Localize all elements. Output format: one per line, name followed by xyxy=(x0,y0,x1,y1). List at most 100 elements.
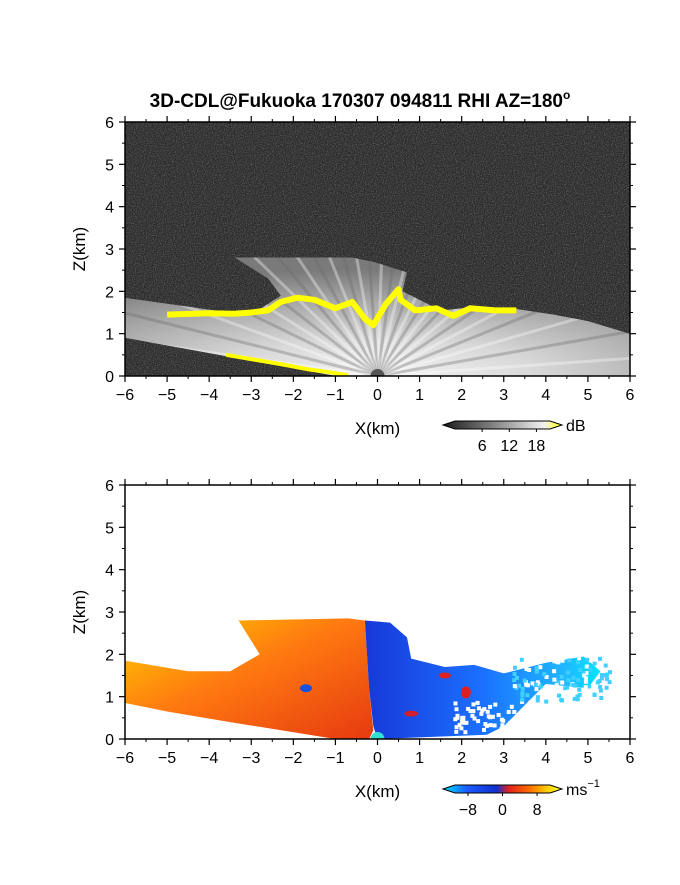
speckle xyxy=(567,691,571,695)
speckle xyxy=(538,665,542,669)
speckle xyxy=(526,707,530,711)
colorbar-tick-label: 0 xyxy=(498,802,507,819)
y-tick-label: 6 xyxy=(105,478,114,495)
speckle xyxy=(596,680,600,684)
x-tick-label: 5 xyxy=(583,750,592,767)
positive-patch xyxy=(461,686,471,698)
speckle xyxy=(542,690,546,694)
speckle xyxy=(585,665,589,669)
speckle xyxy=(546,655,550,659)
speckle xyxy=(563,686,567,690)
x-tick-label: 5 xyxy=(583,387,592,404)
colorbar-tick-label: 8 xyxy=(533,802,542,819)
speckle xyxy=(598,685,602,689)
speckle xyxy=(476,719,480,723)
speckle xyxy=(560,675,564,679)
x-tick-label: −5 xyxy=(158,387,176,404)
speckle xyxy=(569,695,573,699)
speckle xyxy=(584,685,588,689)
speckle xyxy=(521,691,525,695)
x-tick-label: 6 xyxy=(626,387,635,404)
speckle xyxy=(560,681,564,685)
colorbar: −8 0 8 ms−1 xyxy=(443,778,600,819)
speckle xyxy=(487,714,491,718)
speckle xyxy=(512,723,516,727)
speckle xyxy=(534,683,538,687)
speckle xyxy=(471,709,475,713)
speckle xyxy=(483,722,487,726)
x-tick-label: 3 xyxy=(499,387,508,404)
speckle xyxy=(523,679,527,683)
y-tick-label: 3 xyxy=(105,242,114,259)
x-tick-label: 1 xyxy=(415,750,424,767)
colorbar-bar xyxy=(443,785,562,793)
speckle xyxy=(517,684,521,688)
y-tick-label: 3 xyxy=(105,605,114,622)
speckle xyxy=(566,671,570,675)
speckle xyxy=(528,658,532,662)
x-tick-label: 2 xyxy=(457,750,466,767)
colorbar-tick-label: −8 xyxy=(459,802,477,819)
speckle xyxy=(517,728,521,732)
x-tick-label: −3 xyxy=(242,387,260,404)
speckle xyxy=(589,668,593,672)
speckle xyxy=(454,702,458,706)
speckle xyxy=(528,701,532,705)
speckle xyxy=(599,689,603,693)
y-tick-label: 5 xyxy=(105,520,114,537)
x-tick-label: −1 xyxy=(326,387,344,404)
speckle xyxy=(572,676,576,680)
x-tick-label: −4 xyxy=(200,387,218,404)
speckle xyxy=(525,693,529,697)
speckle xyxy=(573,697,577,701)
speckle xyxy=(521,687,525,691)
speckle xyxy=(520,698,524,702)
speckle xyxy=(552,669,556,673)
x-tick-label: 4 xyxy=(541,387,550,404)
speckle xyxy=(573,684,577,688)
y-tick-label: 6 xyxy=(105,115,114,132)
colorbar-tick-label: 6 xyxy=(478,438,487,455)
speckle xyxy=(535,666,539,670)
speckle xyxy=(512,678,516,682)
plot-area xyxy=(125,485,630,746)
speckle xyxy=(472,702,476,706)
speckle xyxy=(576,678,580,682)
speckle xyxy=(535,687,539,691)
speckle xyxy=(593,662,597,666)
x-tick-label: −6 xyxy=(116,387,134,404)
speckle xyxy=(454,730,458,734)
y-axis-label: Z(km) xyxy=(70,227,89,271)
speckle xyxy=(544,700,548,704)
speckle xyxy=(526,683,530,687)
y-tick-label: 4 xyxy=(105,200,114,217)
speckle xyxy=(605,677,609,681)
colorbar-unit: ms−1 xyxy=(566,778,600,799)
speckle xyxy=(557,694,561,698)
speckle xyxy=(552,688,556,692)
speckle xyxy=(455,725,459,729)
speckle xyxy=(489,723,493,727)
colorbar-tick-label: 12 xyxy=(500,438,518,455)
speckle xyxy=(466,707,470,711)
y-axis-label: Z(km) xyxy=(70,590,89,634)
y-tick-label: 2 xyxy=(105,284,114,301)
speckle xyxy=(463,730,467,734)
colorbar-unit: dB xyxy=(566,418,586,435)
x-tick-label: 3 xyxy=(499,750,508,767)
speckle xyxy=(482,728,486,732)
y-tick-label: 2 xyxy=(105,647,114,664)
speckle xyxy=(508,721,512,725)
speckle xyxy=(553,659,557,663)
speckle xyxy=(493,703,497,707)
speckle xyxy=(513,672,517,676)
speckle xyxy=(604,664,608,668)
speckle xyxy=(578,668,582,672)
speckle xyxy=(473,717,477,721)
y-tick-label: 1 xyxy=(105,327,114,344)
speckle xyxy=(598,657,602,661)
